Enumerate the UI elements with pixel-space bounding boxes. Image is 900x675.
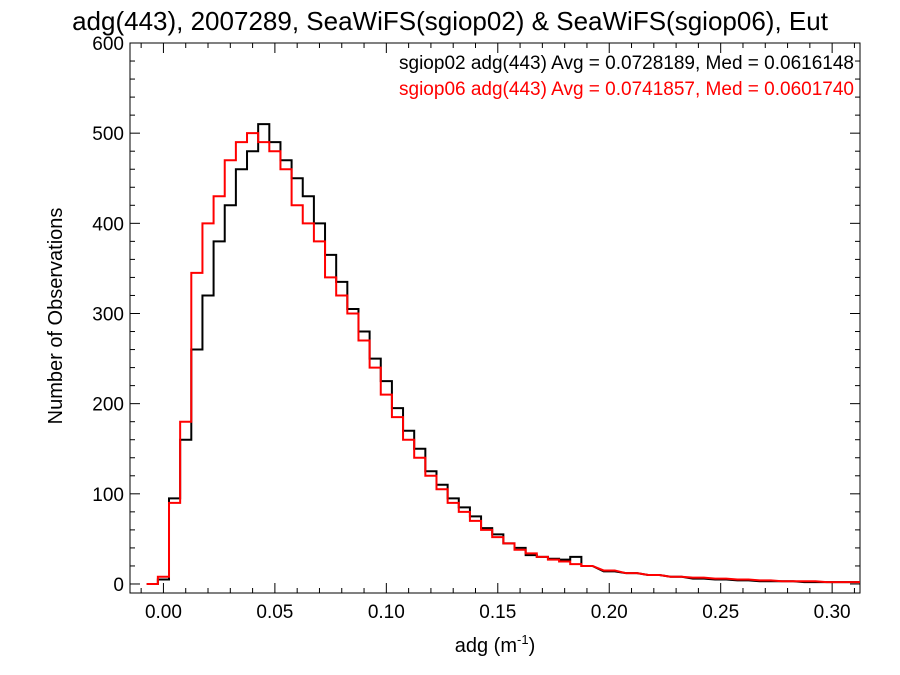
x-tick-label: 0.20 xyxy=(591,602,628,623)
series-layer xyxy=(146,123,860,585)
tick-layer xyxy=(130,42,860,593)
x-axis-label: adg (m-1) xyxy=(455,632,535,657)
chart-title: adg(443), 2007289, SeaWiFS(sgiop02) & Se… xyxy=(72,6,829,36)
x-axis-label-superscript: -1 xyxy=(517,632,529,647)
series-line-sgiop06 xyxy=(146,132,860,585)
y-tick-label: 0 xyxy=(113,575,124,596)
legend-entry-sgiop06: sgiop06 adg(443) Avg = 0.0741857, Med = … xyxy=(399,79,854,100)
legend: sgiop02 adg(443) Avg = 0.0728189, Med = … xyxy=(399,53,854,100)
y-tick-label: 500 xyxy=(92,124,124,145)
y-tick-label: 600 xyxy=(92,34,124,55)
x-tick-label: 0.00 xyxy=(145,602,182,623)
y-tick-label: 200 xyxy=(92,395,124,416)
x-tick-label: 0.15 xyxy=(479,602,516,623)
plot-frame xyxy=(129,42,861,594)
x-axis-label-end: ) xyxy=(529,635,536,657)
series-line-sgiop02 xyxy=(146,123,860,585)
y-axis-label: Number of Observations xyxy=(45,208,67,425)
x-tick-label: 0.25 xyxy=(702,602,739,623)
x-tick-label: 0.10 xyxy=(368,602,405,623)
y-tick-labels: 0 100 200 300 400 500 600 xyxy=(92,34,124,596)
legend-entry-sgiop02: sgiop02 adg(443) Avg = 0.0728189, Med = … xyxy=(399,53,854,74)
x-tick-label: 0.05 xyxy=(256,602,293,623)
x-tick-label: 0.30 xyxy=(814,602,851,623)
x-tick-labels: 0.00 0.05 0.10 0.15 0.20 0.25 0.30 xyxy=(145,602,851,623)
y-tick-label: 400 xyxy=(92,214,124,235)
x-axis-label-main: adg (m xyxy=(455,635,517,657)
y-tick-label: 300 xyxy=(92,304,124,325)
y-tick-label: 100 xyxy=(92,485,124,506)
